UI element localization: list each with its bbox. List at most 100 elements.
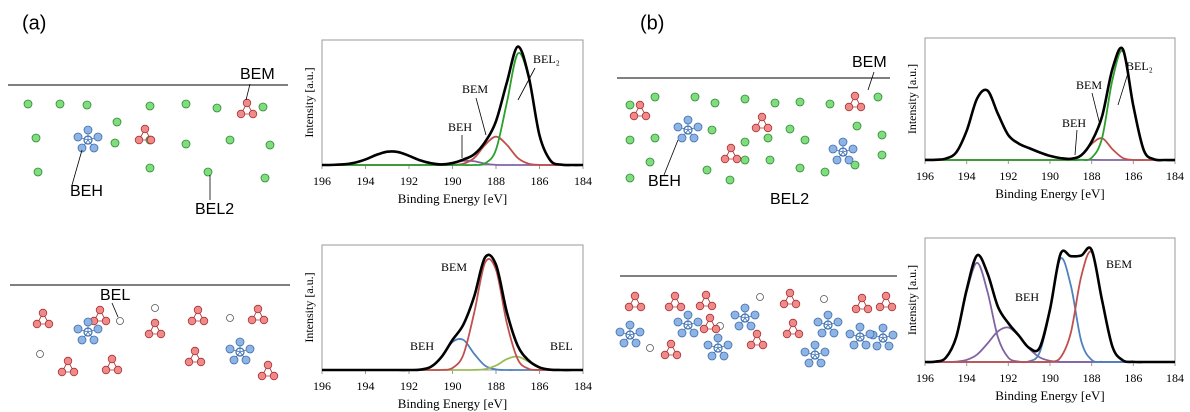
x-tick-label: 184 (1166, 371, 1184, 385)
molecule-bem (857, 293, 867, 303)
y-axis-label: Intensity [a.u.] (905, 265, 919, 335)
molecule-bem (248, 109, 258, 119)
molecule-bem-bond (755, 116, 769, 129)
molecule-bel2 (225, 135, 235, 145)
molecule-beh (73, 324, 83, 334)
molecule-bem (856, 102, 866, 112)
molecule-bem-bond (240, 102, 254, 115)
molecule-bem (193, 305, 203, 315)
molecule-beh (93, 132, 103, 142)
molecule-beh (833, 317, 843, 327)
molecule-bel2 (763, 133, 773, 143)
molecule-bem-bond (664, 343, 678, 356)
x-axis-label: Binding Energy [eV] (398, 191, 508, 206)
molecule-bel2 (265, 140, 275, 150)
molecule-bem (844, 102, 854, 112)
molecule-bel2 (740, 137, 750, 147)
molecule-bem-bond (848, 95, 862, 108)
molecule-bem (184, 357, 194, 367)
molecule-bem-bond (93, 309, 107, 322)
molecule-bel (756, 293, 764, 301)
molecule-bem (113, 365, 123, 375)
x-tick-label: 192 (999, 371, 1017, 385)
annotation-line (475, 97, 487, 136)
molecule-beh (750, 310, 760, 320)
molecule-bem (196, 357, 206, 367)
schematic-label: BEM (240, 66, 275, 83)
molecule-bem (263, 360, 273, 370)
molecule-beh (848, 144, 858, 154)
x-axis-label: Binding Energy [eV] (398, 396, 508, 411)
molecule-beh (683, 115, 693, 125)
x-tick-label: 186 (1124, 169, 1142, 183)
x-tick-label: 190 (444, 174, 462, 188)
molecule-bem (763, 123, 773, 133)
molecule-bel2 (625, 173, 635, 183)
annotation: BEM (1106, 257, 1132, 271)
molecule-bem (705, 313, 715, 323)
molecule-bel (646, 344, 654, 352)
molecule-beh (849, 340, 859, 350)
molecule-beh (693, 317, 703, 327)
molecule-bem (757, 112, 767, 122)
molecule-bel2 (23, 99, 33, 109)
molecule-beh (888, 330, 898, 340)
molecule-bem (701, 290, 711, 300)
molecule-bem (150, 318, 160, 328)
molecule-beh (241, 355, 251, 365)
molecule-bem-bond (879, 295, 893, 308)
molecule-bem (101, 316, 111, 326)
molecule-bem (779, 299, 789, 309)
molecule-bem (44, 319, 54, 329)
y-axis-label: Intensity [a.u.] (302, 67, 316, 137)
molecule-bem-bond (786, 322, 800, 335)
x-tick-label: 184 (1166, 169, 1184, 183)
molecule-bel2 (650, 92, 660, 102)
x-tick-label: 188 (1083, 169, 1101, 183)
molecule-beh (816, 358, 826, 368)
molecule-beh (734, 321, 744, 331)
molecule-bem-bond (105, 358, 119, 371)
molecule-bem (236, 109, 246, 119)
molecule-bem (695, 301, 705, 311)
annotation: BEL (550, 339, 573, 353)
panel-label: (a) (22, 12, 46, 34)
molecule-bem (711, 324, 721, 334)
molecule-bem (707, 301, 717, 311)
molecule-bem (57, 367, 67, 377)
molecule-bem (629, 111, 639, 121)
molecule-beh (83, 317, 93, 327)
molecule-bel (116, 317, 124, 325)
schematic-label: BEL2 (770, 191, 809, 208)
molecule-bem-bond (261, 364, 275, 377)
molecule-beh (878, 323, 888, 333)
molecule-beh (77, 335, 87, 345)
molecule-beh (855, 322, 865, 332)
molecule-beh (730, 310, 740, 320)
molecule-beh (683, 310, 693, 320)
molecule-bem (670, 291, 680, 301)
molecule-bel2 (740, 94, 750, 104)
molecule-bem (788, 318, 798, 328)
molecule-beh (635, 327, 645, 337)
x-tick-label: 190 (1041, 371, 1059, 385)
x-tick-label: 190 (1041, 169, 1059, 183)
x-tick-label: 196 (916, 169, 934, 183)
molecule-bem (156, 329, 166, 339)
annotation: BEH (448, 120, 472, 134)
annotation-line (1091, 92, 1101, 126)
molecule-beh (800, 347, 810, 357)
molecule-beh (689, 133, 699, 143)
molecule-bem-bond (61, 360, 75, 373)
molecule-beh (677, 133, 687, 143)
annotation: BEH (1062, 116, 1086, 130)
molecule-bem (660, 350, 670, 360)
annotation: BEL₂ (1126, 59, 1153, 73)
molecule-bem (257, 371, 267, 381)
y-axis-label: Intensity [a.u.] (302, 272, 316, 342)
spectrum (924, 46, 1176, 162)
molecule-beh (872, 341, 882, 351)
molecule-bem (875, 302, 885, 312)
molecule-bel2 (258, 102, 268, 112)
molecule-bel2 (873, 92, 883, 102)
